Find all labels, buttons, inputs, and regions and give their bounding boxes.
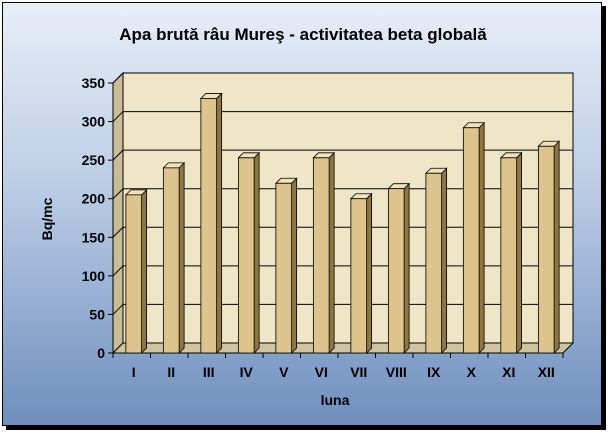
y-axis-label: Bq/mc — [39, 197, 55, 240]
side-wall — [112, 71, 124, 355]
bar — [312, 157, 330, 354]
bar-side — [141, 188, 148, 354]
bar — [462, 127, 480, 354]
y-tick-label: 200 — [82, 191, 106, 207]
chart-title: Apa brută râu Mureş - activitatea beta g… — [119, 25, 487, 44]
x-tick-label: X — [467, 364, 477, 380]
y-tick-label: 250 — [82, 152, 106, 168]
y-tick-label: 350 — [82, 75, 106, 91]
bar-side — [516, 151, 523, 354]
gridline-side — [112, 304, 124, 315]
bar — [387, 188, 405, 354]
bar — [350, 198, 368, 354]
x-tick-label: VIII — [386, 364, 407, 380]
x-tick-label: XI — [502, 364, 515, 380]
y-tick-label: 100 — [82, 268, 106, 284]
bar — [500, 157, 518, 354]
bar-side — [441, 167, 448, 354]
bar-side — [253, 151, 260, 354]
x-tick-label: VI — [315, 364, 328, 380]
gridline-side — [112, 265, 124, 277]
y-tick-label: 150 — [82, 229, 106, 245]
bar-side — [216, 92, 223, 354]
x-axis-label: luna — [321, 392, 350, 408]
x-tick-label: I — [132, 364, 136, 380]
x-tick-label: III — [203, 364, 215, 380]
bar — [200, 98, 218, 354]
bar — [125, 194, 143, 354]
bar — [162, 167, 180, 354]
bar — [537, 145, 555, 354]
y-tick-label: 50 — [89, 306, 105, 322]
bar — [425, 172, 443, 354]
gridline-side — [112, 111, 124, 122]
x-tick-label: VII — [350, 364, 367, 380]
x-tick-label: IX — [427, 364, 441, 380]
chart-frame: Apa brută râu Mureş - activitatea beta g… — [2, 2, 602, 426]
chart-svg: Apa brută râu Mureş - activitatea beta g… — [39, 25, 575, 408]
x-tick-label: IV — [240, 364, 254, 380]
bar-side — [178, 161, 185, 354]
x-tick-label: II — [167, 364, 175, 380]
gridline-side — [112, 188, 124, 200]
gridline-side — [112, 149, 124, 161]
bar-side — [553, 140, 560, 354]
bar-side — [366, 192, 373, 354]
gridline-side — [112, 226, 124, 238]
bar-side — [403, 182, 410, 354]
x-tick-label: V — [279, 364, 289, 380]
y-tick-label: 300 — [82, 114, 106, 130]
x-tick-label: XII — [538, 364, 555, 380]
y-tick-label: 0 — [97, 345, 105, 361]
gridline-side — [112, 72, 124, 84]
bar-side — [328, 151, 335, 354]
bar — [275, 182, 293, 354]
bar-side — [291, 177, 298, 354]
bar-side — [478, 121, 485, 354]
bar — [237, 157, 255, 354]
